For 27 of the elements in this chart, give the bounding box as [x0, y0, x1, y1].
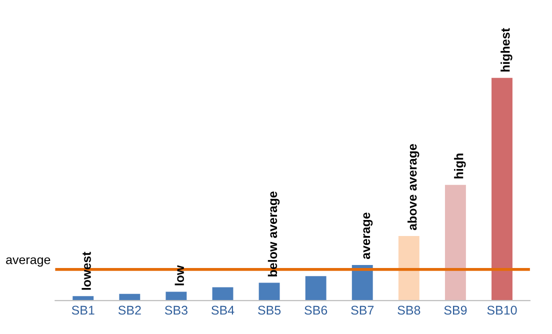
bar	[258, 282, 280, 301]
annotation: below average	[268, 192, 280, 276]
x-tick-label: SB6	[304, 306, 328, 315]
annotation: high	[454, 154, 466, 178]
x-tick-label: SB9	[444, 306, 467, 315]
x-tick-label: SB3	[164, 306, 188, 315]
annotation: above average	[408, 144, 420, 230]
x-tick-label: SB4	[212, 306, 234, 315]
bar	[72, 296, 94, 301]
x-tick-label: SB2	[118, 306, 141, 315]
bar	[166, 292, 187, 301]
annotation: average	[363, 212, 373, 260]
annotation: low	[174, 265, 184, 286]
bar	[119, 294, 140, 301]
bar	[305, 276, 326, 301]
x-tick-label: SB5	[258, 306, 281, 315]
bar	[444, 184, 466, 301]
x-tick-label: SB7	[351, 306, 374, 315]
annotation: highest	[500, 28, 512, 72]
x-tick-label: SB1	[72, 306, 94, 315]
ref-line-label: average	[6, 257, 50, 267]
bar	[398, 236, 420, 301]
bar	[212, 287, 234, 301]
bar	[492, 78, 512, 301]
annotation: lowest	[82, 252, 91, 290]
x-tick-label: SB10	[487, 306, 517, 315]
x-tick-label: SB8	[398, 306, 420, 315]
